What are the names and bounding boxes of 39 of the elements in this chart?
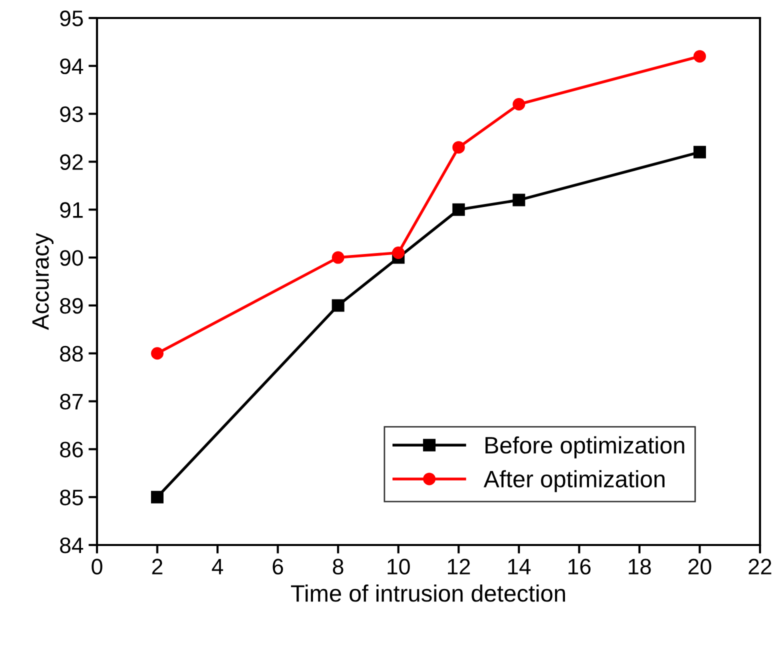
x-axis-title: Time of intrusion detection [291,584,565,602]
x-tick-label: 4 [212,559,224,574]
x-tick-label: 8 [332,558,344,575]
x-tick-label: 16 [568,558,591,575]
x-tick-label: 0 [92,558,102,575]
y-tick-label: 90 [60,250,83,266]
y-tick-label: 85 [60,490,83,506]
x-tick-label: 10 [388,558,410,575]
point [693,50,706,63]
point [452,141,465,154]
point [151,490,164,504]
y-tick-label: 93 [60,106,83,122]
x-tick-label: 22 [748,558,772,574]
point [332,251,344,264]
y-tick-label: 89 [60,298,83,314]
point [693,146,706,158]
point [512,194,526,206]
legend-label: Before optimization [486,436,684,458]
y-tick-label: 95 [60,10,83,26]
y-axis-title: Accuracy [32,232,54,330]
y-tick-label: 84 [60,538,84,554]
point [512,98,526,110]
point [392,246,405,260]
x-tick-label: 20 [688,558,712,575]
y-tick-label: 91 [60,202,83,218]
point [452,203,465,216]
y-tick-label: 94 [60,58,84,74]
y-tick-label: 92 [60,154,83,170]
y-tick-label: 88 [60,346,83,362]
x-tick-label: 6 [272,558,284,575]
point [151,347,164,360]
y-tick-label: 86 [60,442,83,458]
x-tick-label: 2 [152,558,162,574]
point [332,299,344,312]
y-tick-label: 87 [60,394,83,410]
x-tick-label: 12 [448,558,470,574]
x-tick-label: 14 [508,559,531,574]
x-tick-label: 18 [628,558,651,575]
legend-label: After optimization [484,470,664,492]
